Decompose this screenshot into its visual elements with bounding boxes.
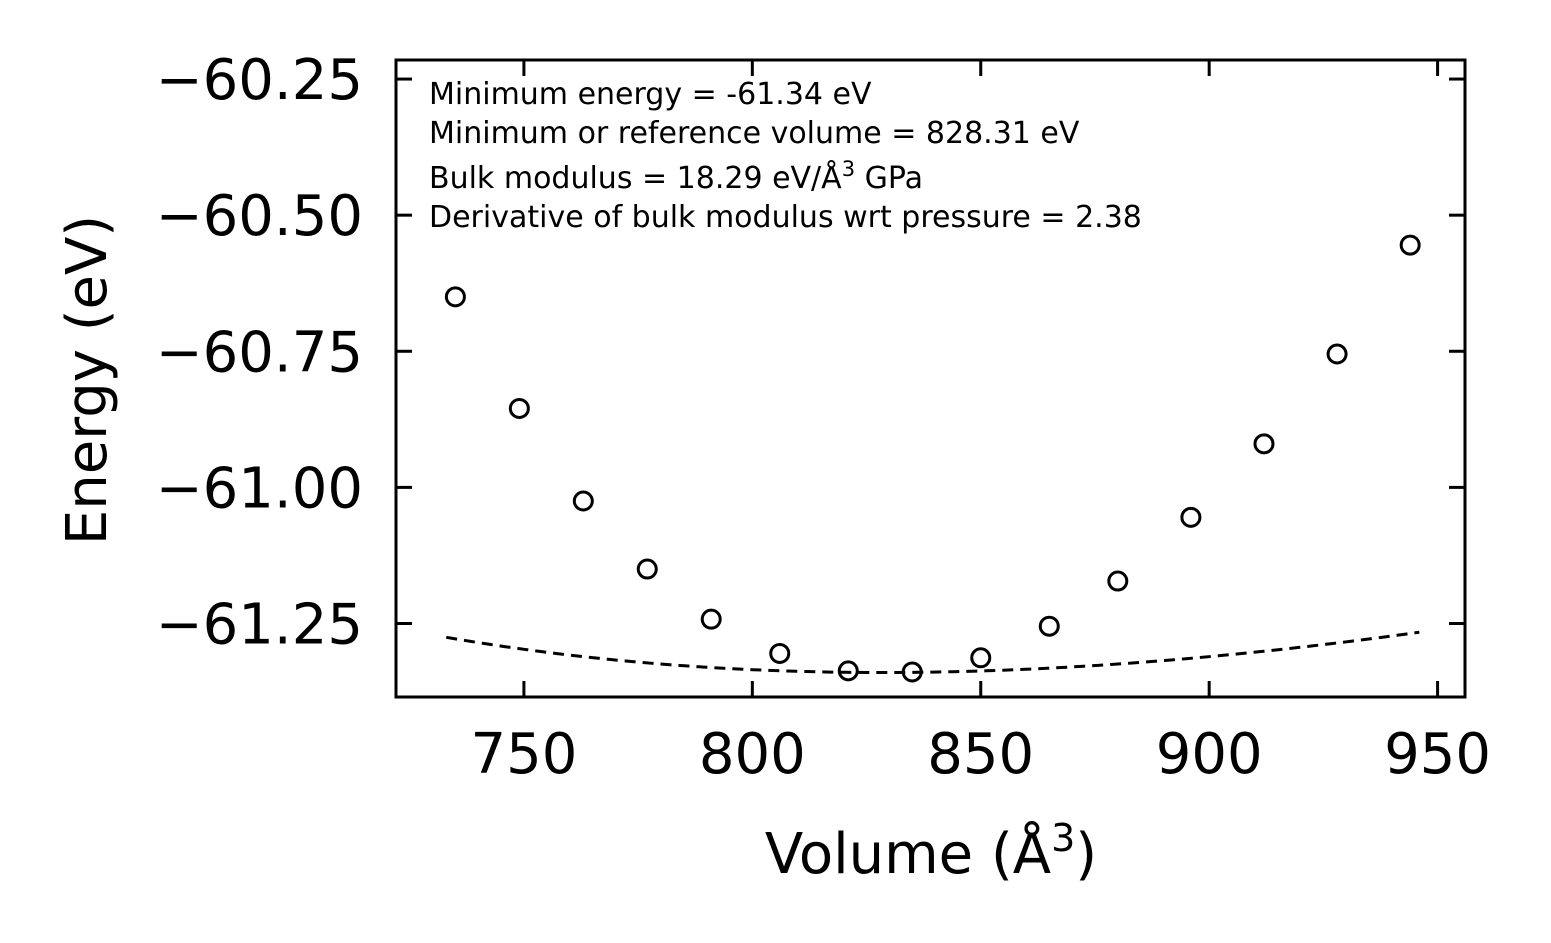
data-point <box>837 660 859 682</box>
y-tick-label: −61.00 <box>156 456 363 521</box>
annotation-line: Derivative of bulk modulus wrt pressure … <box>429 200 1142 235</box>
plot-frame <box>394 58 1467 699</box>
annotation-line: Bulk modulus = 18.29 eV/Å3 GPa <box>429 157 923 196</box>
x-tick-label: 950 <box>1384 722 1491 787</box>
data-point <box>508 397 530 419</box>
data-point <box>1038 615 1060 637</box>
x-axis-title: Volume (Å3) <box>765 816 1097 887</box>
data-point <box>444 286 466 308</box>
ticks-layer: 750 800 850 900 950 −60.25 −60.50 −60.75 −61.00 −… <box>156 48 1491 787</box>
fit-curve <box>445 630 1420 674</box>
data-point <box>1326 343 1348 365</box>
data-point <box>636 558 658 580</box>
data-point <box>970 647 992 669</box>
data-point <box>572 490 594 512</box>
y-tick-label: −61.25 <box>156 593 363 658</box>
data-point <box>700 608 722 630</box>
data-point <box>1180 506 1202 528</box>
y-tick-label: −60.25 <box>156 48 363 113</box>
annotation-line: Minimum energy = -61.34 eV <box>429 77 872 112</box>
fit-curve-layer <box>445 630 1420 674</box>
annotation-line: Minimum or reference volume = 828.31 eV <box>429 116 1080 151</box>
annotation-box: Minimum energy = -61.34 eV Minimum or ref… <box>429 77 1142 235</box>
y-tick-label: −60.75 <box>156 320 363 385</box>
x-tick-label: 750 <box>470 722 577 787</box>
y-tick-label: −60.50 <box>156 184 363 249</box>
x-tick-label: 850 <box>927 722 1034 787</box>
y-axis-title: Energy (eV) <box>55 215 120 545</box>
data-points-layer <box>444 234 1421 683</box>
x-tick-label: 900 <box>1156 722 1263 787</box>
data-point <box>901 661 923 683</box>
data-point <box>769 642 791 664</box>
data-point <box>1253 433 1275 455</box>
x-tick-label: 800 <box>699 722 806 787</box>
data-point <box>1107 570 1129 592</box>
data-point <box>1399 234 1421 256</box>
